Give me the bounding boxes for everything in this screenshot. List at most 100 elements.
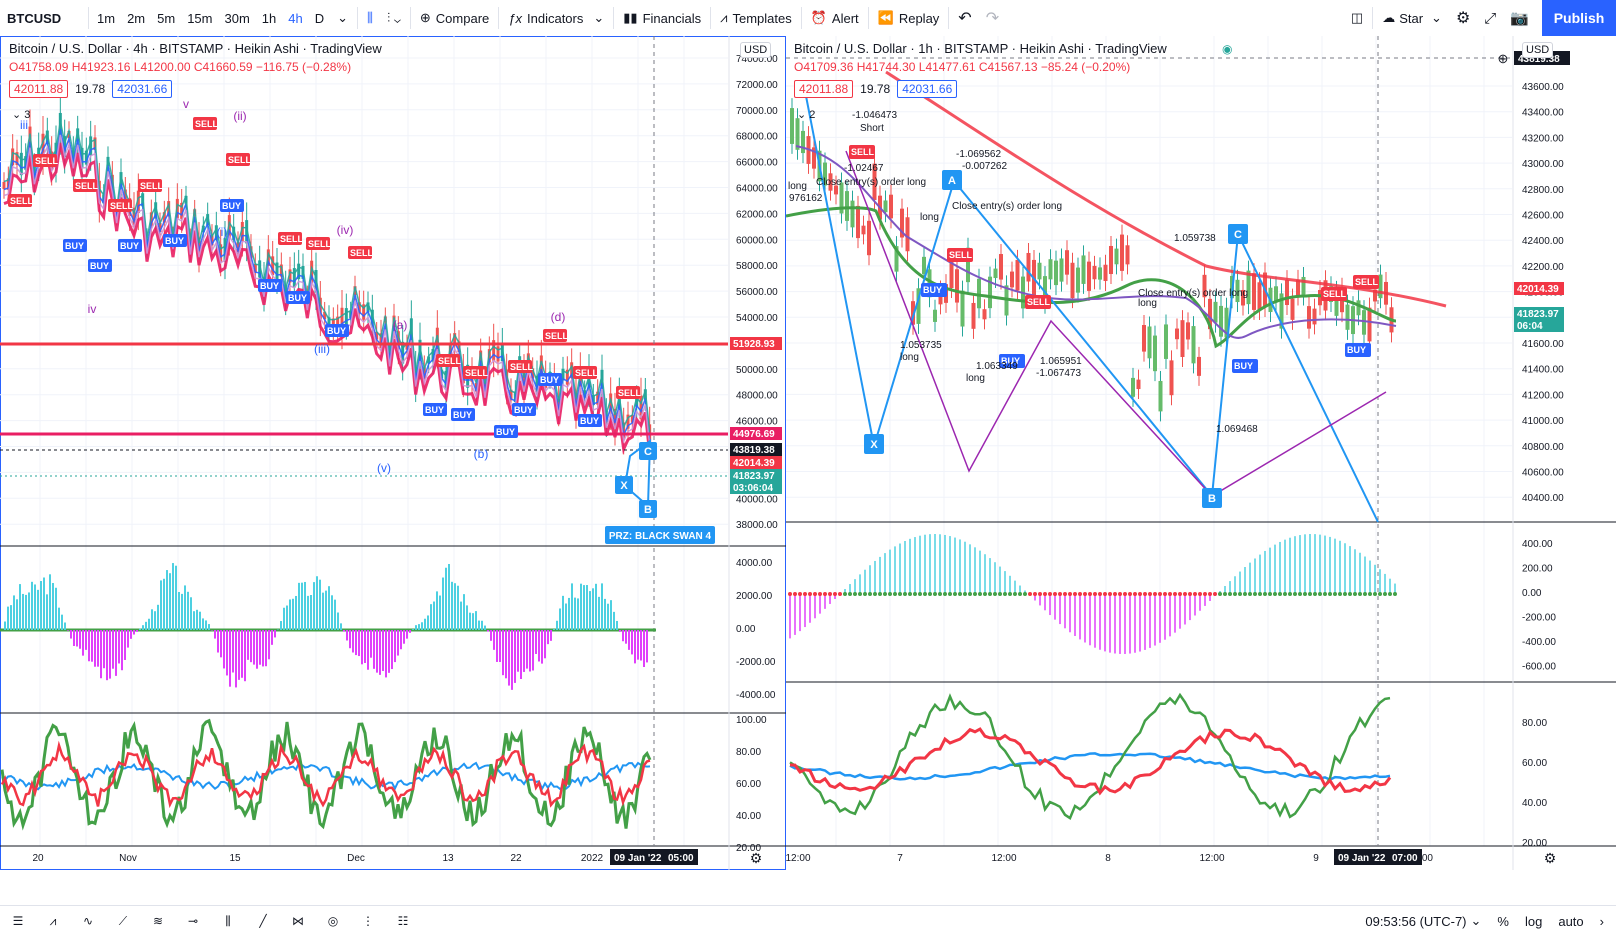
right-legend-icon[interactable]: ◉ [1222,42,1233,56]
compare-button[interactable]: ⊕ Compare [413,0,496,36]
osc-zero-dot [1228,592,1232,596]
horizontal-line-icon[interactable]: ⊸ [187,914,199,928]
candle-body [565,369,569,385]
strategy-annotation: long [1138,298,1157,309]
candle-body [253,263,257,273]
osc-zero-dot [1193,592,1197,596]
pattern-point-label: C [1234,229,1242,241]
ray-icon[interactable]: ╱ [259,914,267,928]
price-tick-label: 40400.00 [1522,493,1564,504]
templates-button[interactable]: ⩘ Templates [713,0,799,36]
osc-tick-label: 0.00 [1522,588,1542,599]
sell-marker-label: SELL [195,119,219,129]
ask-price[interactable]: 42031.66 [112,80,173,98]
osc-zero-dot [833,592,837,596]
buy-marker-label: BUY [288,293,307,303]
osc-zero-dot [788,592,792,596]
financials-button[interactable]: ▮▮ Financials [616,0,708,36]
timeframe-2m[interactable]: 2m [127,10,146,26]
gear-icon[interactable]: ⚙ [1455,10,1471,27]
gear-icon[interactable]: ⚙ [1544,850,1557,866]
bars-pattern-icon[interactable]: ⫼ [225,913,231,928]
publish-button[interactable]: Publish [1542,0,1616,36]
layout-icon[interactable]: ◫ [1350,10,1364,25]
xabcd-icon[interactable]: ⋈ [292,914,304,928]
right-indicator-toggle[interactable]: ⌄ 2 [797,108,815,121]
candle-body [396,331,400,350]
timeframe-dropdown-icon[interactable]: ⌄ [337,10,349,25]
indicators-button[interactable]: ƒx Indicators ⌄ [501,0,611,36]
sell-marker [849,145,875,159]
osc-zero-dot [853,592,857,596]
price-badge-label: 42014.39 [733,458,775,469]
osc-zero-dot [848,592,852,596]
right-currency-button[interactable]: USD [1522,42,1554,58]
add-level-icon[interactable]: ⊕ [1498,51,1509,66]
wave-label: v [183,97,189,111]
spiral-icon[interactable]: ◎ [327,914,339,928]
auto-toggle[interactable]: auto [1558,913,1584,929]
fullscreen-icon[interactable]: ⤢ [1484,9,1497,27]
ma-line-blue [3,128,651,440]
candle-body [596,391,600,405]
timeframe-4h[interactable]: 4h [288,10,303,26]
candle-body [988,276,992,309]
timeframe-15m[interactable]: 15m [187,10,213,26]
symbol-search[interactable]: BTCUSD [7,10,62,26]
percent-toggle[interactable]: % [1497,913,1509,929]
sell-marker-label: SELL [1323,289,1347,299]
candle-body [539,355,543,375]
candle-body [41,133,45,158]
timeframe-30m[interactable]: 30m [224,10,250,26]
buy-marker-label: BUY [580,416,599,426]
osc-zero-dot [1058,592,1062,596]
timeframe-1m[interactable]: 1m [97,10,116,26]
trend-line-icon[interactable]: ⟋ [118,913,128,928]
bars-style-icon[interactable]: ⫼ [367,10,373,25]
bid-price[interactable]: 42011.88 [9,80,69,98]
left-indicator-toggle[interactable]: ⌄ 3 [12,108,30,121]
osc-zero-dot [943,592,947,596]
price-tick-label: 42200.00 [1522,262,1564,273]
left-currency-button[interactable]: USD [740,42,772,58]
crosshair-time-label: 07:00 [1392,853,1418,864]
zigzag-icon[interactable]: ⩘ [49,913,57,928]
chevron-right-icon[interactable]: › [1599,913,1604,929]
right-chart-canvas[interactable]: 43600.00 43400.00 43200.00 43000.00 42800.00… [786,36,1616,870]
candle-style-icon[interactable]: ⫶ ⌄ [387,10,401,25]
osc-tick-label: -200.00 [1522,613,1556,624]
undo-icon[interactable]: ↶ [958,10,972,27]
osc-zero-dot [1073,592,1077,596]
candle-body [1120,234,1124,271]
left-chart-canvas[interactable]: 74000.00 72000.00 70000.00 68000.00 66000.00… [0,36,786,870]
timeframe-5m[interactable]: 5m [157,10,176,26]
clock-display[interactable]: 09:53:56 (UTC-7) [1365,913,1467,929]
timeframe-1h[interactable]: 1h [261,10,277,26]
osc-tick-label: -4000.00 [736,690,776,701]
settings-list-icon[interactable]: ☷ [397,914,409,928]
osc-zero-dot [923,592,927,596]
fib-icon[interactable]: ≋ [152,914,164,928]
bid-price[interactable]: 42011.88 [794,80,854,98]
camera-icon[interactable]: 📷 [1510,10,1529,27]
log-toggle[interactable]: log [1524,913,1543,929]
wave-count-icon[interactable]: ∿ [82,914,94,928]
chevron-down-icon[interactable]: ⌄ [1470,913,1482,928]
star-button[interactable]: ☁ Star ⌄ [1375,0,1449,36]
candle-body [245,220,249,244]
price-tick-label: 40800.00 [1522,442,1564,453]
price-badge-label: 03:06:04 [733,483,773,494]
menu-lines-icon[interactable]: ☰ [12,914,24,928]
time-tick-label: 7 [897,853,903,864]
alert-button[interactable]: ⏰ Alert [804,0,866,36]
sell-marker-label: SELL [1027,297,1051,307]
sell-marker-label: SELL [10,196,34,206]
redo-icon[interactable]: ↷ [985,10,1000,27]
gear-icon[interactable]: ⚙ [750,850,763,866]
timeframe-D[interactable]: D [314,10,325,26]
ask-price[interactable]: 42031.66 [897,80,958,98]
replay-button[interactable]: ⏪ Replay [871,0,947,36]
star-label: Star [1399,10,1424,26]
osc-zero-dot [1043,592,1047,596]
ranges-icon[interactable]: ⋮ [362,914,374,928]
